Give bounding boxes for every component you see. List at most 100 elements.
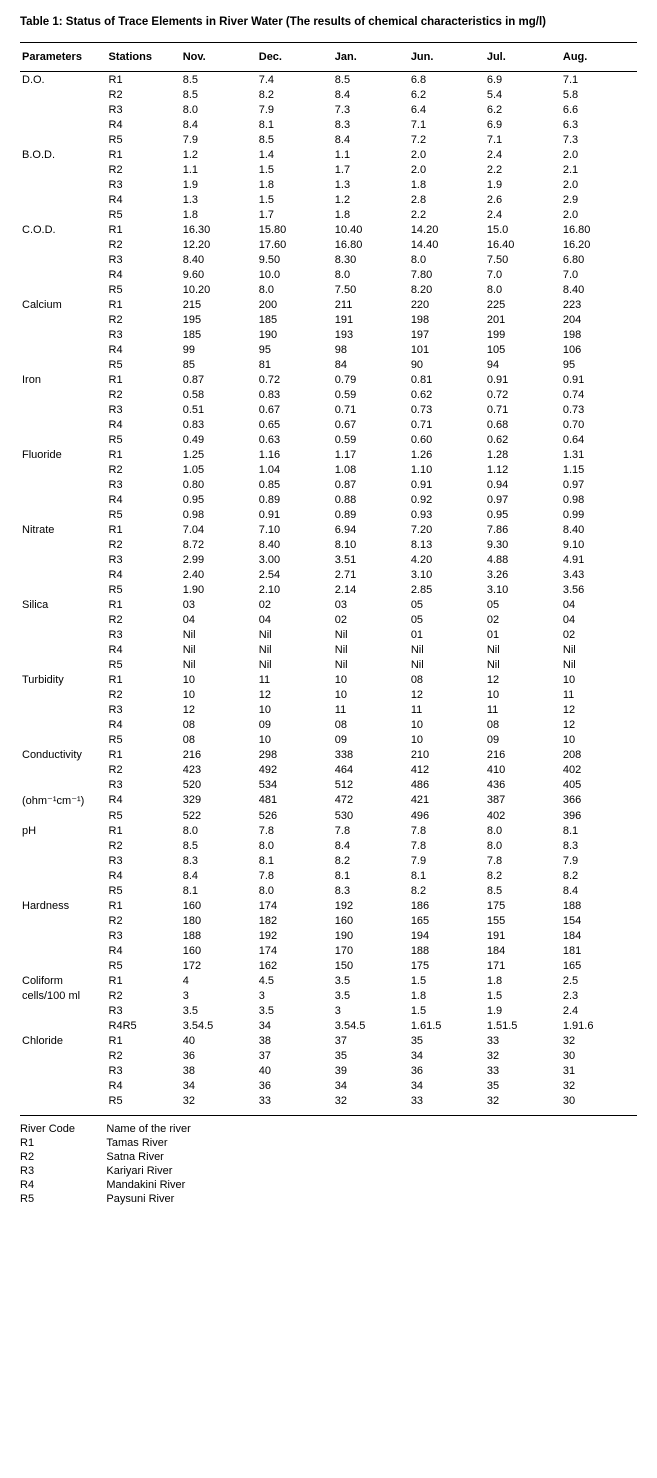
param-cell xyxy=(20,537,107,552)
table-row: R3188192190194191184 xyxy=(20,928,637,943)
value-cell: 2.0 xyxy=(409,147,485,162)
param-cell: cells/100 ml xyxy=(20,988,107,1003)
value-cell: 99 xyxy=(181,342,257,357)
table-row: R3520534512486436405 xyxy=(20,777,637,792)
table-row: R40.830.650.670.710.680.70 xyxy=(20,417,637,432)
station-cell: R5 xyxy=(107,507,181,522)
param-cell xyxy=(20,492,107,507)
value-cell: 02 xyxy=(333,612,409,627)
value-cell: 7.50 xyxy=(485,252,561,267)
table-row: B.O.D.R11.21.41.12.02.42.0 xyxy=(20,147,637,162)
table-row: R51.902.102.142.853.103.56 xyxy=(20,582,637,597)
param-cell: C.O.D. xyxy=(20,222,107,237)
param-cell xyxy=(20,732,107,747)
table-row: R38.38.18.27.97.87.9 xyxy=(20,853,637,868)
value-cell: 10 xyxy=(257,732,333,747)
value-cell: 0.95 xyxy=(485,507,561,522)
value-cell: 0.72 xyxy=(485,387,561,402)
value-cell: 9.50 xyxy=(257,252,333,267)
value-cell: 8.3 xyxy=(181,853,257,868)
station-cell: R1 xyxy=(107,297,181,312)
table-row: R57.98.58.47.27.17.3 xyxy=(20,132,637,147)
table-row: R58.18.08.38.28.58.4 xyxy=(20,883,637,898)
table-row: FluorideR11.251.161.171.261.281.31 xyxy=(20,447,637,462)
station-cell: R4 xyxy=(107,492,181,507)
param-cell: (ohm⁻¹cm⁻¹) xyxy=(20,792,107,808)
table-row: SilicaR1030203050504 xyxy=(20,597,637,612)
value-cell: 329 xyxy=(181,792,257,808)
station-cell: R3 xyxy=(107,102,181,117)
value-cell: 94 xyxy=(485,357,561,372)
param-cell: Chloride xyxy=(20,1033,107,1048)
value-cell: 32 xyxy=(181,1093,257,1115)
param-cell xyxy=(20,192,107,207)
param-cell xyxy=(20,777,107,792)
value-cell: 2.0 xyxy=(561,207,637,222)
value-cell: 2.8 xyxy=(409,192,485,207)
value-cell: 09 xyxy=(485,732,561,747)
value-cell: 9.30 xyxy=(485,537,561,552)
value-cell: 8.40 xyxy=(181,252,257,267)
value-cell: 11 xyxy=(485,702,561,717)
value-cell: 16.40 xyxy=(485,237,561,252)
table-row: R2423492464412410402 xyxy=(20,762,637,777)
value-cell: 192 xyxy=(333,898,409,913)
value-cell: 464 xyxy=(333,762,409,777)
table-row: ChlorideR1403837353332 xyxy=(20,1033,637,1048)
table-row: R31.91.81.31.81.92.0 xyxy=(20,177,637,192)
value-cell: 8.4 xyxy=(333,838,409,853)
value-cell: 7.8 xyxy=(257,868,333,883)
value-cell: 8.0 xyxy=(257,883,333,898)
param-cell: Turbidity xyxy=(20,672,107,687)
value-cell: Nil xyxy=(333,657,409,672)
station-cell: R4 xyxy=(107,192,181,207)
param-cell xyxy=(20,267,107,282)
value-cell: 191 xyxy=(485,928,561,943)
value-cell: 0.60 xyxy=(409,432,485,447)
station-cell: R3 xyxy=(107,252,181,267)
param-cell xyxy=(20,132,107,147)
value-cell: 0.91 xyxy=(409,477,485,492)
value-cell: 0.83 xyxy=(181,417,257,432)
value-cell: 6.2 xyxy=(485,102,561,117)
value-cell: 08 xyxy=(181,732,257,747)
value-cell: 3 xyxy=(181,988,257,1003)
station-cell: R4R5 xyxy=(107,1018,181,1033)
value-cell: 2.5 xyxy=(561,973,637,988)
value-cell: 1.16 xyxy=(257,447,333,462)
value-cell: 33 xyxy=(257,1093,333,1115)
value-cell: 3.26 xyxy=(485,567,561,582)
value-cell: 215 xyxy=(181,297,257,312)
station-cell: R4 xyxy=(107,717,181,732)
value-cell: 01 xyxy=(409,627,485,642)
value-cell: 12 xyxy=(181,702,257,717)
value-cell: 8.40 xyxy=(561,282,637,297)
value-cell: 7.9 xyxy=(257,102,333,117)
table-row: R21.11.51.72.02.22.1 xyxy=(20,162,637,177)
value-cell: 3.10 xyxy=(409,567,485,582)
value-cell: 8.5 xyxy=(333,72,409,88)
value-cell: 32 xyxy=(561,1033,637,1048)
value-cell: 37 xyxy=(333,1033,409,1048)
value-cell: 7.1 xyxy=(485,132,561,147)
value-cell: 512 xyxy=(333,777,409,792)
value-cell: 2.0 xyxy=(409,162,485,177)
value-cell: 198 xyxy=(561,327,637,342)
value-cell: 95 xyxy=(257,342,333,357)
value-cell: 0.58 xyxy=(181,387,257,402)
table-row: R4R53.54.5343.54.51.61.51.51.51.91.6 xyxy=(20,1018,637,1033)
value-cell: 8.4 xyxy=(561,883,637,898)
legend-row: R5Paysuni River xyxy=(20,1192,637,1206)
value-cell: 8.3 xyxy=(333,117,409,132)
value-cell: 184 xyxy=(561,928,637,943)
value-cell: 35 xyxy=(333,1048,409,1063)
station-cell: R3 xyxy=(107,777,181,792)
param-cell xyxy=(20,762,107,777)
value-cell: Nil xyxy=(561,657,637,672)
value-cell: 0.97 xyxy=(485,492,561,507)
value-cell: 14.40 xyxy=(409,237,485,252)
value-cell: 7.20 xyxy=(409,522,485,537)
value-cell: 3.54.5 xyxy=(181,1018,257,1033)
value-cell: 8.1 xyxy=(333,868,409,883)
value-cell: 1.8 xyxy=(409,988,485,1003)
